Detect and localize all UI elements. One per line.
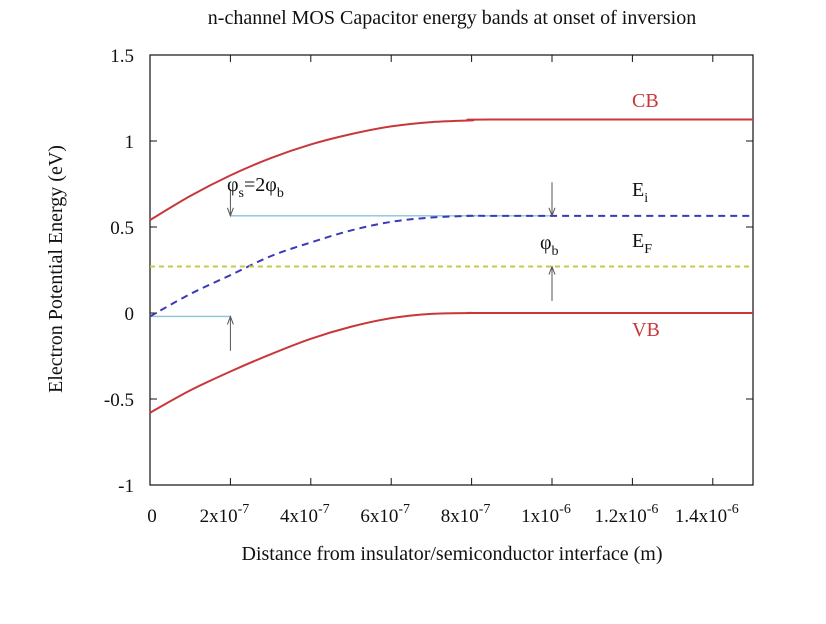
label-ef-sub: F <box>644 242 652 257</box>
label-ei-main: E <box>632 179 644 201</box>
x-tick-label: 1x10-6 <box>521 502 571 527</box>
x-tick-mantissa: 2x10 <box>200 506 238 527</box>
x-tick-exponent: -7 <box>479 502 491 517</box>
label-phi-s: φs=2φb <box>227 174 284 201</box>
label-cb: CB <box>632 90 659 112</box>
label-phi-s-a: φ <box>227 174 239 196</box>
phi-s-arrow-top-head <box>226 207 234 218</box>
label-phi-b-main: φ <box>540 232 552 254</box>
series-line-cb <box>149 118 754 221</box>
phi-s-arrow-bottom-head <box>226 315 234 325</box>
series-line-vb <box>149 311 753 414</box>
phi-b-arrow-bottom-head <box>548 265 556 275</box>
y-axis-label: Electron Potential Energy (eV) <box>45 145 67 393</box>
x-tick-label: 1.2x10-6 <box>594 502 658 527</box>
label-phi-s-b: =2φ <box>244 174 277 196</box>
y-tick-label: 1 <box>125 132 135 153</box>
reference-lines <box>150 215 552 318</box>
y-tick-label: 0 <box>125 304 135 325</box>
phi-b-arrow-top-head <box>548 207 556 218</box>
series-layer <box>149 118 754 414</box>
y-tick-label: -1 <box>118 476 134 497</box>
x-tick-mantissa: 1.2x10 <box>594 506 646 527</box>
x-tick-mantissa: 6x10 <box>360 506 398 527</box>
x-tick-exponent: -6 <box>647 502 659 517</box>
plot-frame <box>149 54 754 486</box>
series-line-ei <box>149 214 753 318</box>
x-tick-exponent: -7 <box>238 502 250 517</box>
x-tick-exponent: -6 <box>559 502 571 517</box>
x-tick-label: 8x10-7 <box>441 502 491 527</box>
label-ef-main: E <box>632 230 644 252</box>
label-phi-b: φb <box>540 232 559 259</box>
y-tick-label: 1.5 <box>110 46 134 67</box>
label-ei-sub: i <box>644 191 648 206</box>
label-phi-s-a-sub: s <box>239 186 244 201</box>
ticks-layer: 1.510.50-0.5-10 2x10-7 4x10-7 6x10-7 8x10-7 1… <box>104 46 753 527</box>
label-vb: VB <box>632 319 660 341</box>
x-tick-mantissa: 4x10 <box>280 506 318 527</box>
x-tick-label: 0 <box>147 506 157 527</box>
label-ef: EF <box>632 230 652 257</box>
y-tick-label: -0.5 <box>104 390 134 411</box>
x-tick-mantissa: 1x10 <box>521 506 559 527</box>
label-ei: Ei <box>632 179 648 206</box>
x-tick-exponent: -6 <box>727 502 739 517</box>
x-tick-label: 1.4x10-6 <box>675 502 739 527</box>
chart-title: n-channel MOS Capacitor energy bands at … <box>208 7 696 29</box>
x-tick-mantissa: 8x10 <box>441 506 479 527</box>
x-tick-mantissa: 0 <box>147 506 157 527</box>
label-phi-s-b-sub: b <box>277 186 284 201</box>
annotation-arrows <box>226 182 556 351</box>
x-tick-label: 4x10-7 <box>280 502 330 527</box>
x-tick-label: 6x10-7 <box>360 502 410 527</box>
x-tick-label: 2x10-7 <box>200 502 250 527</box>
x-tick-exponent: -7 <box>398 502 410 517</box>
x-axis-label: Distance from insulator/semiconductor in… <box>242 543 663 565</box>
label-phi-b-sub: b <box>552 244 559 259</box>
x-tick-exponent: -7 <box>318 502 330 517</box>
y-tick-label: 0.5 <box>110 218 134 239</box>
x-tick-mantissa: 1.4x10 <box>675 506 727 527</box>
